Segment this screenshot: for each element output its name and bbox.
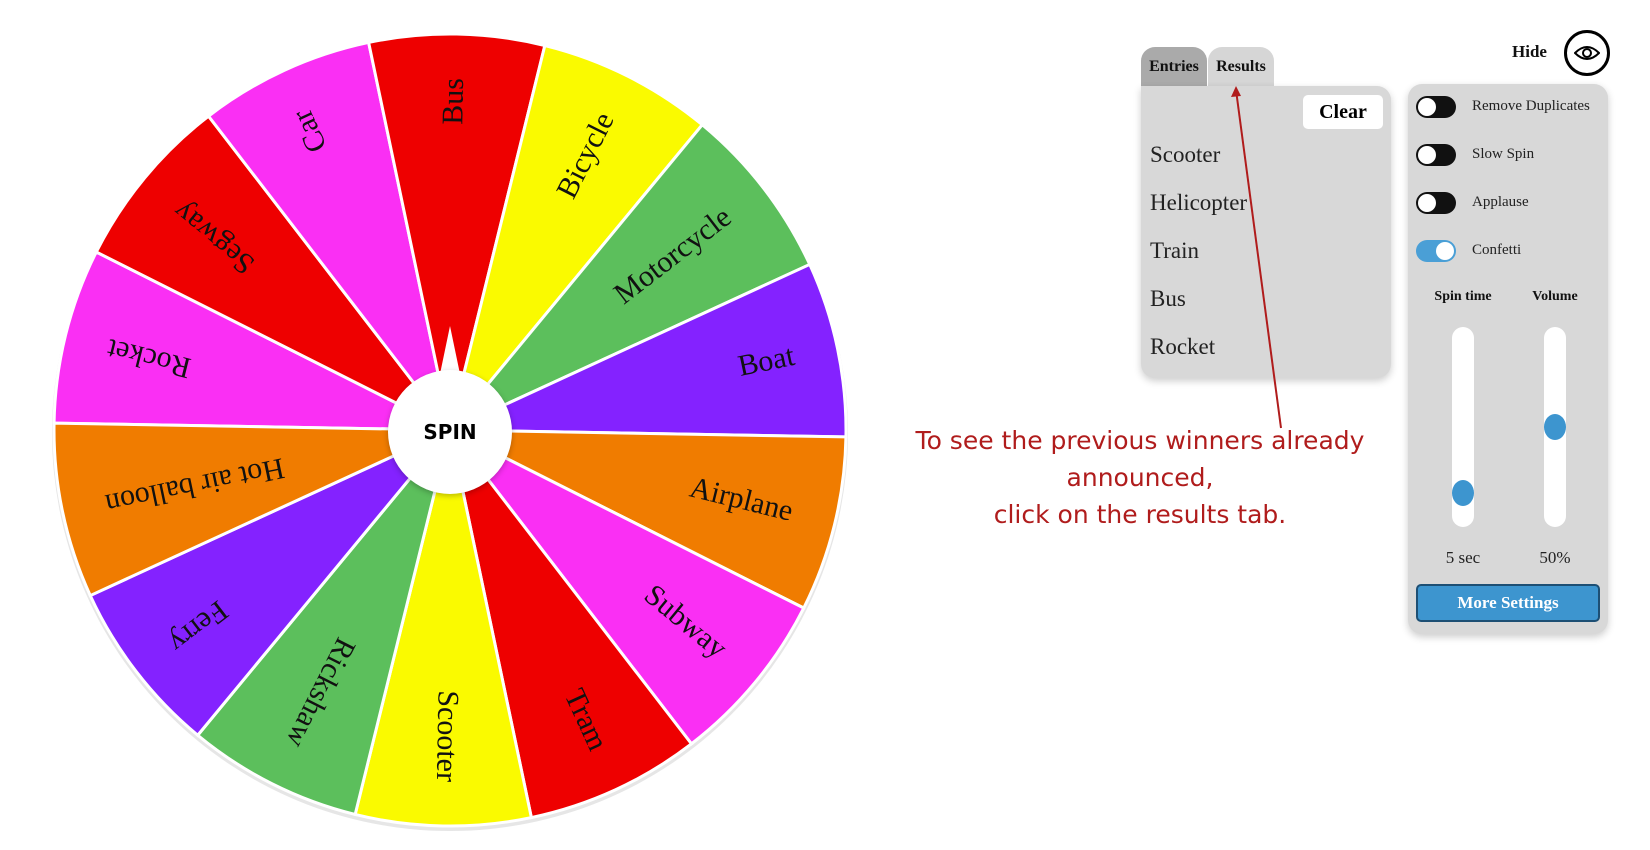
volume-slider-thumb[interactable] — [1544, 414, 1566, 440]
volume-slider[interactable] — [1544, 327, 1566, 527]
wheel-segment — [448, 43, 705, 431]
spin-wheel[interactable]: RocketSegwayCarBusBicycleMotorcycleBoatA… — [0, 0, 900, 850]
wheel-segment — [52, 249, 451, 432]
annotation-line-2: click on the results tab. — [993, 500, 1287, 529]
tab-results[interactable]: Results — [1208, 47, 1274, 87]
eye-icon[interactable] — [1564, 30, 1610, 76]
settings-panel: Remove Duplicates Slow Spin Applause Con… — [1408, 84, 1608, 634]
result-item: Bus — [1150, 286, 1186, 311]
wheel-segment-label: Bus — [436, 78, 470, 125]
wheel-segment — [195, 429, 452, 817]
spin-time-value: 5 sec — [1445, 548, 1481, 567]
wheel-pointer — [440, 326, 460, 374]
result-item: Rocket — [1150, 334, 1216, 359]
clear-button[interactable]: Clear — [1303, 95, 1383, 129]
confetti-label: Confetti — [1472, 242, 1522, 258]
result-item: Train — [1150, 238, 1199, 263]
spin-time-label: Spin time — [1434, 289, 1492, 304]
wheel-segment — [448, 122, 812, 432]
wheel-segment — [449, 428, 848, 611]
wheel-segment — [88, 428, 452, 738]
wheel-segment — [206, 40, 452, 431]
results-panel: Clear Scooter Helicopter Train Bus Rocke… — [1141, 86, 1391, 378]
applause-toggle[interactable] — [1416, 192, 1456, 214]
spin-time-slider[interactable] — [1452, 327, 1474, 527]
more-settings-button[interactable]: More Settings — [1416, 584, 1600, 622]
spin-button[interactable]: SPIN — [388, 370, 512, 494]
wheel-segment — [448, 429, 694, 820]
remove-duplicates-label: Remove Duplicates — [1472, 98, 1590, 114]
spin-time-slider-thumb[interactable] — [1452, 480, 1474, 507]
slow-spin-label: Slow Spin — [1472, 146, 1535, 162]
hide-label: Hide — [1512, 42, 1547, 61]
remove-duplicates-toggle[interactable] — [1416, 96, 1456, 118]
wheel-segment — [353, 429, 534, 828]
annotation-text: To see the previous winners already anno… — [900, 422, 1380, 533]
applause-label: Applause — [1472, 194, 1529, 210]
wheel-segment-label: Scooter — [430, 690, 465, 782]
volume-label: Volume — [1532, 289, 1578, 304]
wheel-segment — [449, 262, 848, 439]
wheel-segment — [52, 421, 451, 598]
result-item: Helicopter — [1150, 190, 1248, 215]
slow-spin-toggle[interactable] — [1416, 144, 1456, 166]
wheel-segment — [366, 32, 547, 431]
result-item: Scooter — [1150, 142, 1221, 167]
annotation-line-1: To see the previous winners already anno… — [915, 426, 1365, 492]
volume-value: 50% — [1539, 548, 1571, 567]
tab-entries[interactable]: Entries — [1141, 47, 1207, 87]
confetti-toggle[interactable] — [1416, 240, 1456, 262]
wheel-segment — [94, 114, 452, 432]
wheel-segment — [448, 428, 806, 746]
wheel-area: Rocket Segway Car Bus Bicycle Motorcycle Boat A… — [0, 0, 900, 850]
